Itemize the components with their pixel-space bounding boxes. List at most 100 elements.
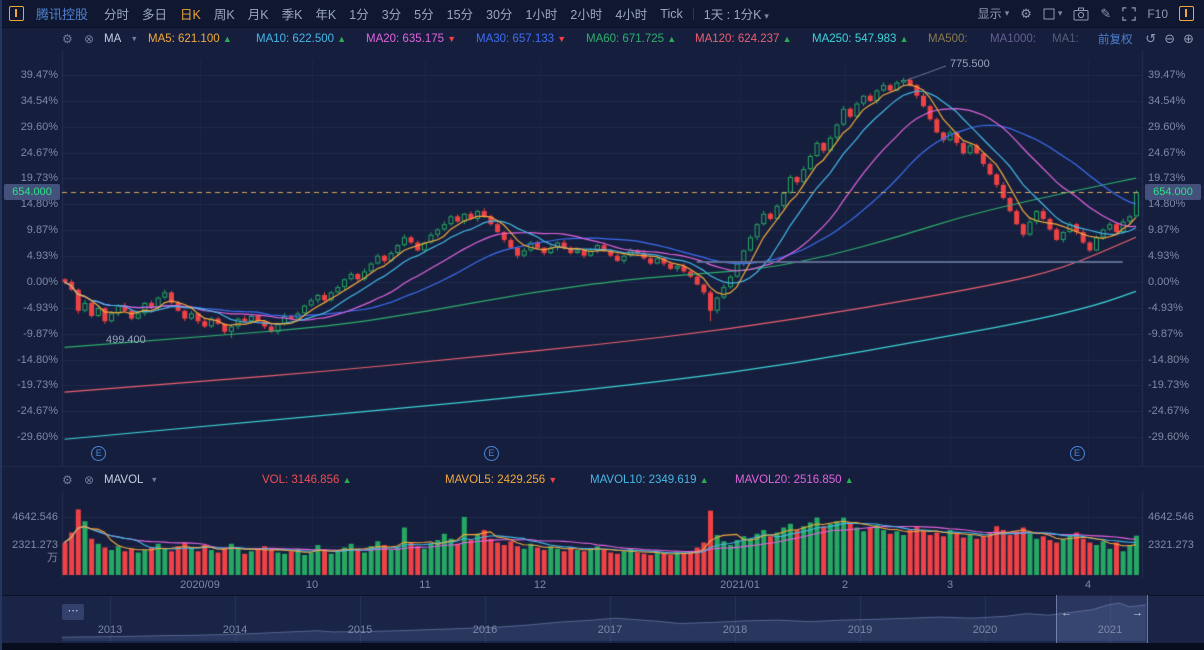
y-axis-label: 29.60% <box>1148 120 1186 133</box>
y-axis-label: -4.93% <box>23 301 58 314</box>
main-chart-canvas[interactable] <box>0 50 1204 468</box>
tab-多日[interactable]: 多日 <box>142 8 168 22</box>
indicator-name[interactable]: MAVOL <box>104 474 144 486</box>
indicator-value-ma120: MA120: 624.237 ▲ <box>695 32 792 45</box>
multi-period-selector[interactable]: 1天 : 1分K ▾ <box>703 8 769 22</box>
y-axis-label: 19.73% <box>1148 172 1186 185</box>
tab-年K[interactable]: 年K <box>315 8 337 22</box>
y-axis-label: 34.54% <box>20 94 58 107</box>
earnings-event-marker[interactable]: E <box>1069 446 1085 461</box>
indicator-close-icon[interactable]: ⊗ <box>84 31 95 46</box>
chevron-down-icon: ▾ <box>1004 8 1010 18</box>
symbol-tab[interactable]: 腾讯控股 <box>36 7 89 22</box>
volume-chart-canvas[interactable] <box>0 492 1204 578</box>
tab-Tick[interactable]: Tick <box>660 6 683 21</box>
volume-unit-label: 万 <box>47 552 58 564</box>
y-axis-label: -4.93% <box>1148 301 1183 314</box>
x-axis-date-label: 11 <box>419 579 431 591</box>
indicator-close-icon[interactable]: ⊗ <box>84 473 95 487</box>
low-price-annotation: 499.400 <box>106 334 146 346</box>
y-axis-label: 19.73% <box>20 172 58 185</box>
navigator-year-label: 2016 <box>472 624 498 636</box>
y-axis-label: 39.47% <box>1148 68 1186 81</box>
navigator-selection-window[interactable]: ← → <box>1056 595 1148 643</box>
navigator-year-label: 2021 <box>1097 624 1123 636</box>
tab-2小时[interactable]: 2小时 <box>570 8 603 22</box>
tab-4小时[interactable]: 4小时 <box>615 8 648 22</box>
fullscreen-expand-icon[interactable] <box>1122 6 1137 21</box>
more-options-button[interactable]: ⋯ <box>62 604 84 620</box>
y-axis-label: 9.87% <box>1148 224 1180 237</box>
chevron-down-icon: ▾ <box>764 11 769 21</box>
y-axis-label: -19.73% <box>17 379 58 392</box>
indicator-settings-gear-icon[interactable]: ⚙ <box>62 31 73 46</box>
x-axis-date-label: 4 <box>1084 579 1092 591</box>
tab-1分[interactable]: 1分 <box>349 8 369 22</box>
volume-indicator-row: ⚙ ⊗ MAVOL ▾ VOL: 3146.856 ▲ MAVOL5: 2429.… <box>0 466 1204 493</box>
current-price-tag-left: 654.000 <box>4 184 60 201</box>
tab-5分[interactable]: 5分 <box>414 8 434 22</box>
tab-季K[interactable]: 季K <box>281 8 303 22</box>
selection-left-handle[interactable]: ← <box>1061 607 1072 619</box>
y-axis-label: 14.80% <box>20 198 58 211</box>
navigator-canvas[interactable] <box>0 595 1204 643</box>
indicator-settings-gear-icon[interactable]: ⚙ <box>62 473 73 487</box>
tab-周K[interactable]: 周K <box>213 8 235 22</box>
volume-axis-label: 2321.273 <box>12 539 58 551</box>
earnings-event-marker[interactable]: E <box>91 446 107 461</box>
navigator-year-label: 2020 <box>972 624 998 636</box>
x-axis-date-label: 3 <box>946 579 954 591</box>
toolbar-right-icons: 显示 ▾ ⚙ ▾ ✎ F10 <box>978 0 1194 27</box>
y-axis-label: -19.73% <box>1148 379 1189 392</box>
navigator-year-label: 2019 <box>847 624 873 636</box>
display-menu[interactable]: 显示 ▾ <box>977 6 1010 21</box>
chevron-down-icon[interactable]: ▾ <box>152 474 157 485</box>
indicator-value-mavol5: MAVOL5: 2429.256 ▼ <box>445 474 558 486</box>
layout-select-icon[interactable]: ▾ <box>1043 8 1063 20</box>
y-axis-label: -29.60% <box>1148 431 1189 444</box>
y-axis-label: -9.87% <box>1148 327 1183 340</box>
panel-toggle-icon[interactable] <box>1179 6 1194 21</box>
y-axis-label: 4.93% <box>26 250 58 263</box>
x-axis-date-label: 2020/09 <box>180 579 220 591</box>
indicator-value-mavol10: MAVOL10: 2349.619 ▲ <box>590 474 709 486</box>
zoom-in-icon[interactable]: ⊕ <box>1183 30 1194 46</box>
settings-gear-icon[interactable]: ⚙ <box>1020 6 1032 21</box>
earnings-event-marker[interactable]: E <box>483 446 499 461</box>
draw-pencil-icon[interactable]: ✎ <box>1100 6 1112 21</box>
ma-indicator-row: ⚙ ⊗ MA ▾ MA5: 621.100 ▲ MA10: 622.500 ▲ MA… <box>0 27 1204 50</box>
y-axis-label: 9.87% <box>26 224 58 237</box>
y-axis-label: 24.67% <box>1148 146 1186 159</box>
tab-15分[interactable]: 15分 <box>446 8 474 22</box>
tab-分时[interactable]: 分时 <box>104 8 130 22</box>
current-price-tag-right: 654.000 <box>1145 184 1201 201</box>
y-axis-label: -29.60% <box>17 431 58 444</box>
tab-月K[interactable]: 月K <box>247 8 269 22</box>
undo-icon[interactable]: ↺ <box>1145 30 1157 46</box>
tab-3分[interactable]: 3分 <box>381 8 402 22</box>
indicator-name[interactable]: MA <box>104 32 122 45</box>
volume-axis-label: 2321.273 <box>1148 539 1194 551</box>
tab-30分[interactable]: 30分 <box>486 8 513 22</box>
chevron-down-icon[interactable]: ▾ <box>132 33 137 43</box>
indicator-value-mavol20: MAVOL20: 2516.850 ▲ <box>735 474 854 486</box>
chart-zoom-controls: ↺ ⊖ ⊕ <box>1145 31 1194 47</box>
chevron-down-icon: ▾ <box>1057 8 1063 18</box>
indicator-value-ma10: MA10: 622.500 ▲ <box>256 32 347 45</box>
indicator-value-ma30: MA30: 657.133 ▼ <box>476 32 567 45</box>
indicator-value-ma20: MA20: 635.175 ▼ <box>366 32 457 45</box>
selection-right-handle[interactable]: → <box>1132 607 1143 619</box>
indicator-value-ma60: MA60: 671.725 ▲ <box>586 32 677 45</box>
screenshot-camera-icon[interactable] <box>1073 7 1089 21</box>
y-axis-label: -14.80% <box>1148 353 1189 366</box>
f10-button[interactable]: F10 <box>1147 6 1168 21</box>
tab-1小时[interactable]: 1小时 <box>525 8 558 22</box>
y-axis-label: 4.93% <box>1148 250 1180 263</box>
high-price-annotation: 775.500 <box>950 58 990 70</box>
zoom-out-icon[interactable]: ⊖ <box>1164 30 1176 46</box>
adjust-mode-button[interactable]: 前复权 <box>1098 33 1133 46</box>
window-layout-icon[interactable] <box>9 6 24 21</box>
toolbar-divider <box>692 7 694 20</box>
tab-日K[interactable]: 日K <box>180 8 201 22</box>
